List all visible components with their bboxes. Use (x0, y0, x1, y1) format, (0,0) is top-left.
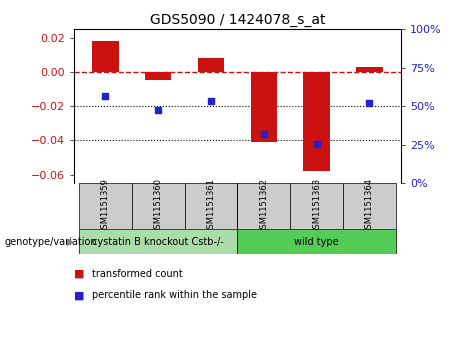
Bar (251, 72, 277, 142)
Point (154, 107, 162, 113)
Bar (79, 229, 237, 254)
Bar (290, 183, 343, 229)
Text: GSM1151359: GSM1151359 (101, 178, 110, 234)
Point (102, 93, 109, 99)
Point (366, 100, 373, 106)
Bar (237, 183, 290, 229)
Text: GSM1151363: GSM1151363 (312, 178, 321, 234)
Bar (198, 58, 224, 72)
Text: GSM1151361: GSM1151361 (207, 178, 216, 234)
Text: percentile rank within the sample: percentile rank within the sample (92, 290, 257, 301)
Text: GSM1151360: GSM1151360 (154, 178, 163, 234)
Bar (145, 72, 171, 81)
Bar (184, 183, 237, 229)
Point (313, 141, 320, 147)
Text: transformed count: transformed count (92, 269, 183, 279)
Point (207, 98, 215, 104)
Bar (303, 72, 330, 171)
Text: wild type: wild type (294, 237, 339, 247)
Bar (237, 229, 396, 254)
Bar (132, 183, 184, 229)
Title: GDS5090 / 1424078_s_at: GDS5090 / 1424078_s_at (150, 13, 325, 26)
Bar (356, 67, 383, 72)
Text: ■: ■ (74, 269, 84, 279)
Point (260, 131, 267, 136)
Bar (79, 183, 132, 229)
Text: GSM1151364: GSM1151364 (365, 178, 374, 234)
Text: ■: ■ (74, 290, 84, 301)
Text: GSM1151362: GSM1151362 (259, 178, 268, 234)
Text: cystatin B knockout Cstb-/-: cystatin B knockout Cstb-/- (92, 237, 224, 247)
Bar (92, 41, 118, 72)
Text: genotype/variation: genotype/variation (5, 237, 97, 247)
Bar (343, 183, 396, 229)
Text: ▶: ▶ (67, 237, 74, 247)
